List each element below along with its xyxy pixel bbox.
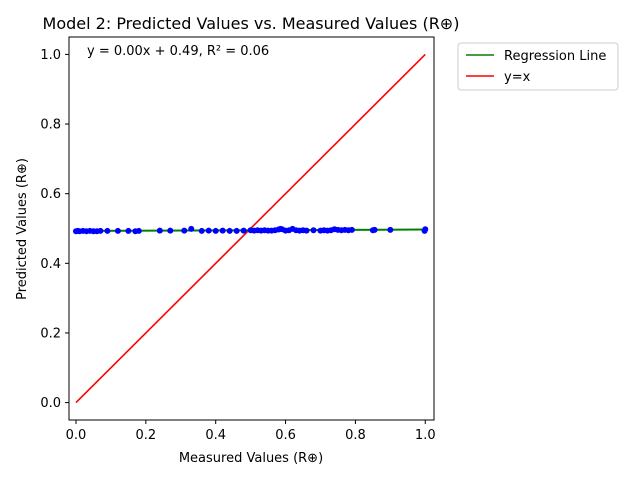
scatter-point <box>387 226 394 233</box>
scatter-point <box>233 227 240 234</box>
y-tick-label: 0.2 <box>40 326 61 341</box>
x-tick-label: 0.0 <box>66 428 87 443</box>
scatter-point <box>240 227 247 234</box>
scatter-point <box>188 225 195 232</box>
ticks-layer: 0.0 0.2 0.4 0.6 0.8 1.0 0.0 0.2 0.4 0.6 0.8 1.0 <box>40 48 435 443</box>
legend-label-regression: Regression Line <box>504 49 606 64</box>
y-axis-title: Predicted Values (R⊕) <box>15 158 30 300</box>
scatter-point <box>348 226 355 233</box>
y-tick-label: 1.0 <box>40 48 61 63</box>
legend-label-identity: y=x <box>504 70 531 85</box>
scatter-point <box>114 227 121 234</box>
scatter-point <box>212 227 219 234</box>
scatter-point <box>303 227 310 234</box>
chart-title: Model 2: Predicted Values vs. Measured V… <box>43 14 460 33</box>
legend-box <box>457 42 619 91</box>
x-tick-label: 0.8 <box>345 428 366 443</box>
legend: Regression Line y=x <box>457 42 619 91</box>
x-tick-label: 0.6 <box>275 428 296 443</box>
x-tick-label: 0.4 <box>205 428 226 443</box>
scatter-point <box>125 227 132 234</box>
scatter-point <box>135 227 142 234</box>
scatter-point <box>310 227 317 234</box>
scatter-point <box>219 227 226 234</box>
scatter-point <box>97 227 104 234</box>
plot-area-frame <box>68 36 435 421</box>
scatter-point <box>167 227 174 234</box>
x-tick-label: 1.0 <box>415 428 436 443</box>
scatter-point <box>104 227 111 234</box>
y-tick-label: 0.8 <box>40 118 61 133</box>
regression-annotation: y = 0.00x + 0.49, R² = 0.06 <box>87 44 269 59</box>
y-tick-label: 0.4 <box>40 257 61 272</box>
scatter-point <box>156 227 163 234</box>
scatter-point <box>181 227 188 234</box>
y-tick-label: 0.6 <box>40 187 61 202</box>
y-tick-label: 0.0 <box>40 396 61 411</box>
scatter-points-layer <box>72 225 429 235</box>
scatter-point <box>198 227 205 234</box>
x-axis-title: Measured Values (R⊕) <box>179 451 323 466</box>
scatter-point <box>422 226 429 233</box>
x-tick-label: 0.2 <box>135 428 156 443</box>
scatter-point <box>371 226 378 233</box>
scatter-point <box>226 227 233 234</box>
scatter-point <box>205 227 212 234</box>
